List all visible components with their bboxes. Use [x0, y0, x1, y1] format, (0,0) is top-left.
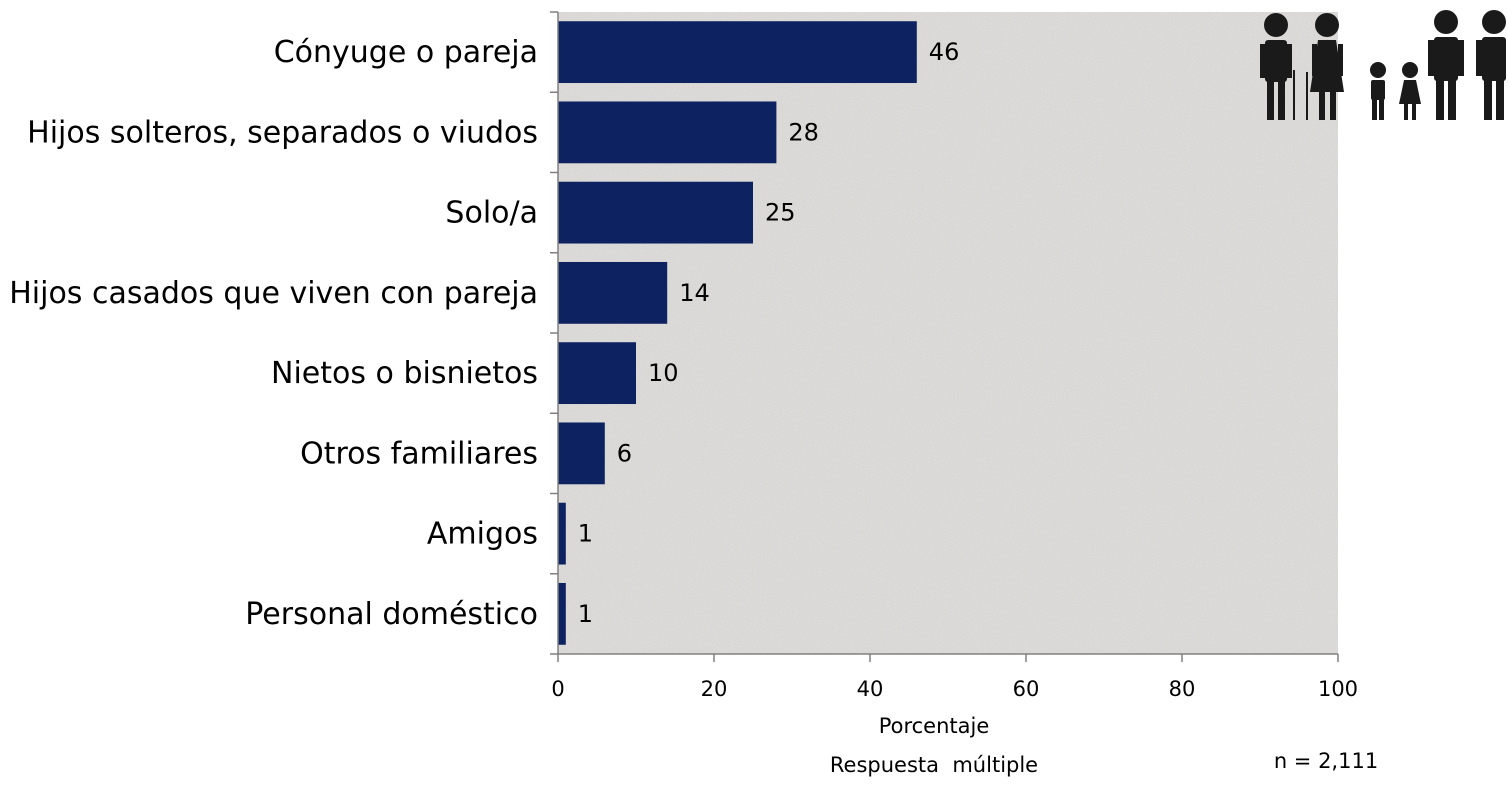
- x-axis-tick-labels: 0 20 40 60 80 100: [551, 677, 1358, 701]
- bar-value-label: 46: [929, 38, 960, 66]
- bar-value-label: 25: [765, 199, 796, 227]
- x-axis-ticks: [557, 654, 1339, 662]
- bar-value-label: 14: [679, 279, 710, 307]
- category-label: Hijos casados que viven con pareja: [9, 276, 538, 311]
- y-axis-ticks: [550, 11, 558, 655]
- x-tick-label: 20: [701, 677, 728, 701]
- category-labels-group: Cónyuge o pareja Hijos solteros, separado…: [9, 35, 538, 632]
- category-label: Otros familiares: [300, 436, 538, 471]
- bar: [558, 502, 566, 565]
- x-axis-title: Porcentaje: [879, 714, 990, 738]
- bar: [558, 342, 636, 405]
- bar: [558, 181, 753, 244]
- bar: [558, 101, 777, 164]
- category-label: Personal doméstico: [245, 597, 538, 632]
- x-tick-label: 80: [1169, 677, 1196, 701]
- category-label: Solo/a: [445, 196, 538, 231]
- bar: [558, 261, 668, 324]
- category-label: Hijos solteros, separados o viudos: [27, 115, 538, 150]
- bar-value-label: 1: [578, 600, 593, 628]
- x-tick-label: 60: [1013, 677, 1040, 701]
- category-label: Amigos: [427, 517, 538, 552]
- bar: [558, 21, 917, 84]
- x-tick-label: 0: [551, 677, 564, 701]
- category-label: Nietos o bisnietos: [271, 356, 538, 391]
- x-axis-subtitle: Respuesta múltiple: [830, 753, 1038, 777]
- family-silhouettes-icon: [1260, 10, 1506, 120]
- bar-value-label: 28: [788, 118, 819, 146]
- x-tick-label: 40: [857, 677, 884, 701]
- bar: [558, 422, 605, 485]
- value-labels-group: 46 28 25 14 10 6 1 1: [578, 38, 960, 628]
- bar: [558, 582, 566, 645]
- bar-value-label: 10: [648, 359, 679, 387]
- sample-size-note: n = 2,111: [1274, 749, 1378, 773]
- x-tick-label: 100: [1318, 677, 1358, 701]
- bars-group: [558, 21, 917, 645]
- category-label: Cónyuge o pareja: [274, 35, 538, 70]
- bar-value-label: 6: [617, 439, 632, 467]
- bar-value-label: 1: [578, 520, 593, 548]
